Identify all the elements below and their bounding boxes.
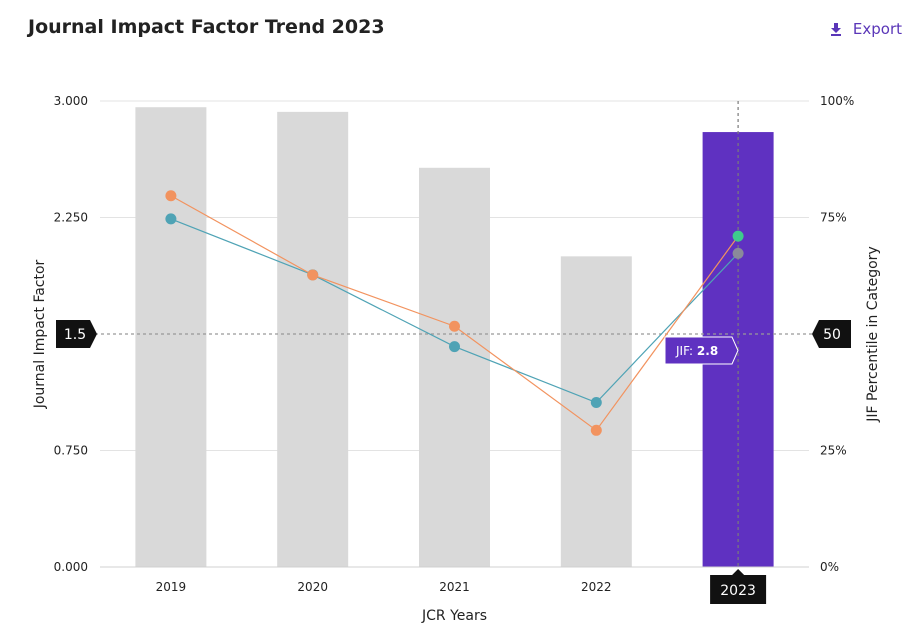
reference-marker-left-label: 1.5 xyxy=(64,327,86,343)
y-right-tick-label: 0% xyxy=(820,560,839,574)
jif-point-2020 xyxy=(307,269,319,281)
y-right-tick-label: 75% xyxy=(820,211,847,225)
download-icon xyxy=(829,22,843,36)
jif-point-2021 xyxy=(449,320,460,332)
y-tick-label: 0.750 xyxy=(54,444,88,458)
jif-point-2023 xyxy=(732,230,744,242)
y-right-axis-title: JIF Percentile in Category xyxy=(865,246,881,422)
x-tick-label: 2019 xyxy=(156,580,187,594)
page-title: Journal Impact Factor Trend 2023 xyxy=(28,16,385,38)
bar-2019 xyxy=(135,107,207,568)
percentile-point-2023 xyxy=(732,247,744,259)
selected-year-label: 2023 xyxy=(720,583,756,599)
bar-2021 xyxy=(419,167,490,567)
bar-2022 xyxy=(560,256,632,567)
reference-marker-left xyxy=(56,320,97,348)
selected-year-marker xyxy=(710,569,767,604)
reference-marker-right xyxy=(812,320,851,348)
y-tick-label: 3.000 xyxy=(54,94,88,108)
percentile-point-2022 xyxy=(590,397,602,409)
export-label: Export xyxy=(852,20,902,38)
bar-2020 xyxy=(277,111,349,567)
y-tick-label: 0.000 xyxy=(54,560,88,574)
percentile-point-2021 xyxy=(449,341,460,353)
reference-marker-right-label: 50 xyxy=(823,327,841,343)
x-tick-label: 2021 xyxy=(439,580,470,594)
tooltip-value: 2.8 xyxy=(697,344,718,358)
tooltip-label: JIF: xyxy=(675,344,697,358)
jif-point-2022 xyxy=(590,424,602,436)
percentile-point-2019 xyxy=(165,213,177,225)
tooltip-text: JIF: 2.8 xyxy=(675,344,718,358)
export-button[interactable]: Export xyxy=(829,20,902,38)
y-right-tick-label: 100% xyxy=(820,94,854,108)
x-tick-label: 2020 xyxy=(297,580,328,594)
y-tick-label: 2.250 xyxy=(54,211,88,225)
jif-point-2019 xyxy=(165,190,177,202)
y-right-tick-label: 25% xyxy=(820,444,847,458)
y-axis-title: Journal Impact Factor xyxy=(32,259,48,409)
x-tick-label: 2022 xyxy=(581,580,612,594)
tooltip xyxy=(664,336,739,365)
x-axis-title: JCR Years xyxy=(421,608,487,624)
